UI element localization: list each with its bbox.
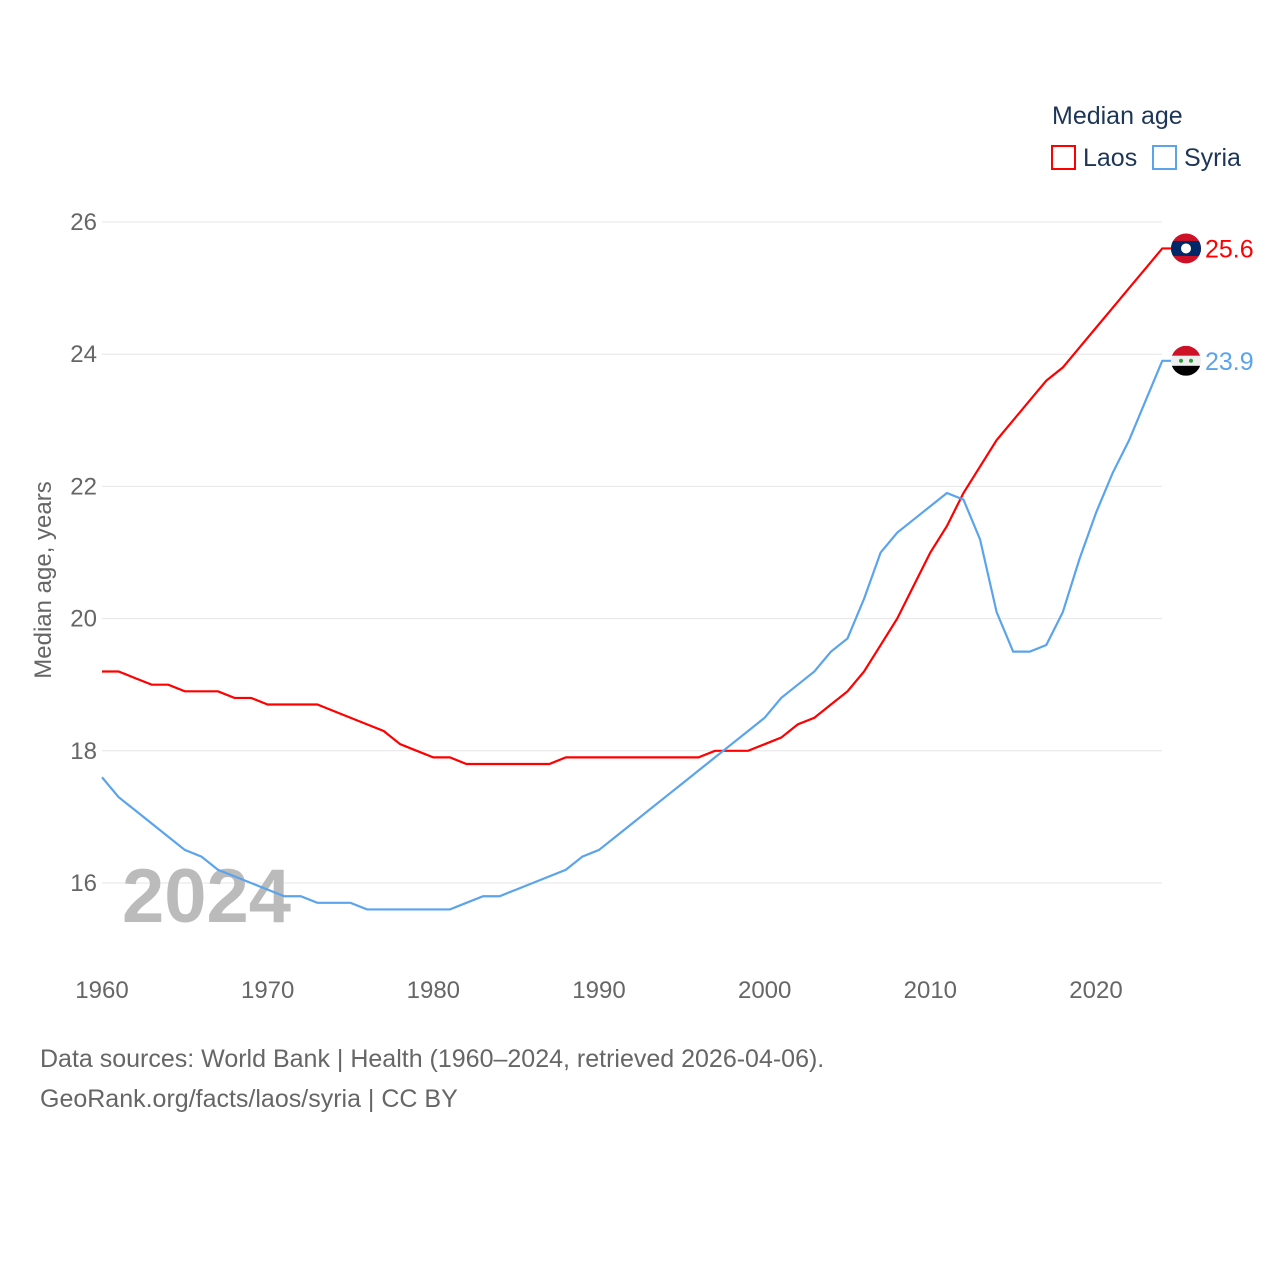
legend-title: Median age bbox=[1052, 102, 1183, 130]
legend-swatch-syria bbox=[1152, 145, 1177, 170]
x-tick-label: 2000 bbox=[738, 977, 791, 1004]
line-chart: 16 18 20 22 24 26 1960 1970 1980 1990 2000 2010 2020… bbox=[30, 102, 1254, 1004]
series-line-laos bbox=[102, 247, 1172, 766]
year-watermark: 2024 bbox=[122, 854, 291, 939]
laos-flag-icon bbox=[1171, 233, 1201, 264]
legend-label-laos: Laos bbox=[1083, 144, 1137, 172]
series-line-syria bbox=[101, 359, 1172, 911]
x-tick-label: 1990 bbox=[572, 977, 625, 1004]
y-tick-label: 26 bbox=[70, 209, 97, 236]
source-link[interactable]: GeoRank.org/facts/laos/syria | CC BY bbox=[40, 1085, 458, 1113]
x-tick-label: 1980 bbox=[407, 977, 460, 1004]
y-tick-label: 20 bbox=[70, 606, 97, 633]
y-tick-label: 16 bbox=[70, 870, 97, 897]
x-tick-label: 2010 bbox=[904, 977, 957, 1004]
source-note: Data sources: World Bank | Health (1960–… bbox=[40, 1045, 825, 1073]
y-tick-label: 22 bbox=[70, 473, 97, 500]
x-tick-label: 2020 bbox=[1069, 977, 1122, 1004]
legend-label-syria: Syria bbox=[1184, 144, 1241, 172]
legend-swatch-laos bbox=[1051, 145, 1076, 170]
end-label-syria: 23.9 bbox=[1205, 348, 1254, 376]
y-axis-label: Median age, years bbox=[30, 481, 57, 678]
x-tick-label: 1960 bbox=[75, 977, 128, 1004]
y-tick-label: 24 bbox=[70, 341, 97, 368]
end-label-laos: 25.6 bbox=[1205, 235, 1254, 263]
x-tick-label: 1970 bbox=[241, 977, 294, 1004]
y-tick-label: 18 bbox=[70, 738, 97, 765]
syria-flag-icon bbox=[1171, 345, 1201, 376]
